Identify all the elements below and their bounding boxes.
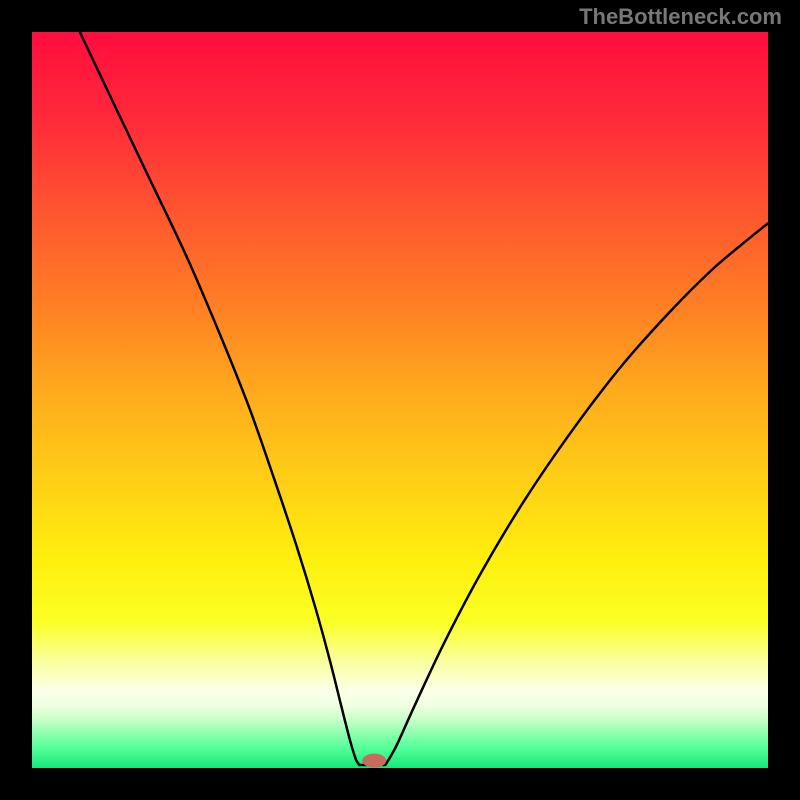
chart-plot-area: [32, 32, 768, 768]
watermark-text: TheBottleneck.com: [579, 4, 782, 30]
gradient-background: [32, 32, 768, 768]
optimal-point-marker: [362, 754, 386, 768]
